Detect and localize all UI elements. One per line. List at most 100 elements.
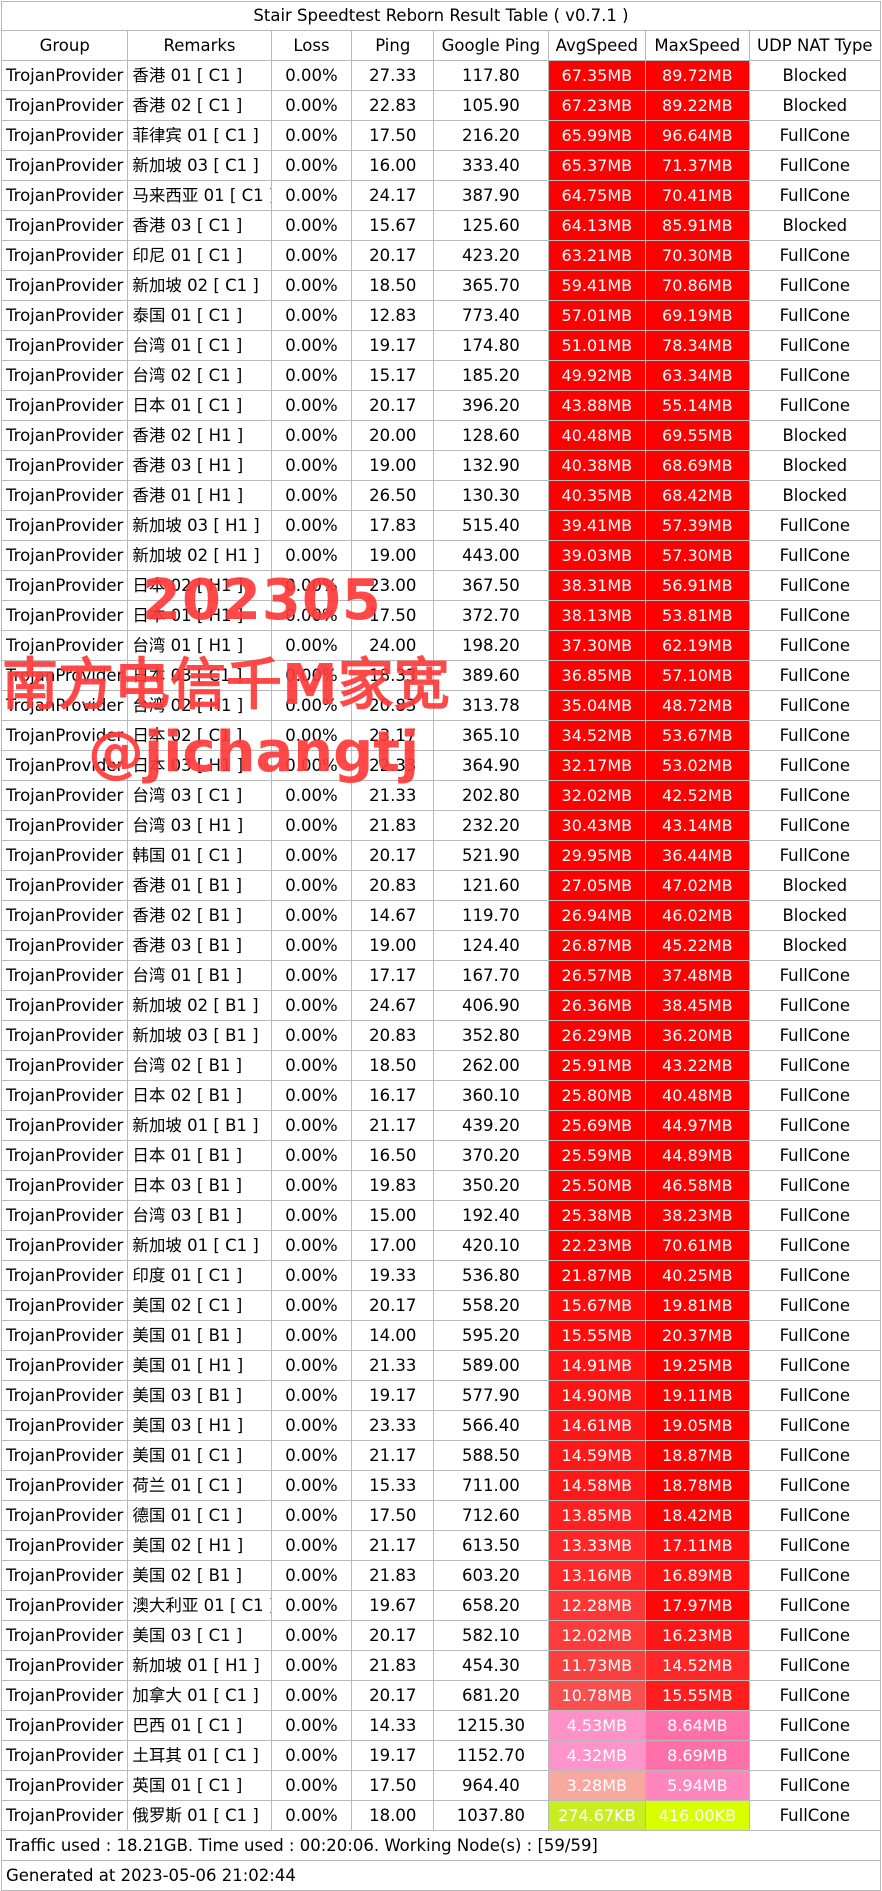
cell-max-speed: 85.91MB (645, 210, 750, 241)
table-row: TrojanProvider 新加坡 01 [ H1 ] 0.00% 21.83 454… (0, 1650, 882, 1681)
cell-avg-speed: 40.35MB (547, 480, 647, 511)
cell-ping: 18.50 (351, 1050, 435, 1081)
table-row: TrojanProvider 菲律宾 01 [ C1 ] 0.00% 17.50 216… (0, 120, 882, 151)
cell-ping: 26.50 (351, 480, 435, 511)
cell-avg-speed: 4.32MB (547, 1740, 647, 1771)
cell-group: TrojanProvider (0, 180, 129, 211)
cell-avg-speed: 34.52MB (547, 720, 647, 751)
cell-udp-nat-type: FullCone (748, 1350, 882, 1381)
table-title-row: Stair Speedtest Reborn Result Table ( v0… (1, 1, 881, 31)
cell-udp-nat-type: FullCone (748, 1560, 882, 1591)
cell-google-ping: 439.20 (433, 1110, 549, 1141)
cell-remarks: 韩国 01 [ C1 ] (127, 840, 272, 871)
cell-group: TrojanProvider (0, 1770, 129, 1801)
cell-google-ping: 365.10 (433, 720, 549, 751)
cell-loss: 0.00% (270, 900, 353, 931)
cell-ping: 23.33 (351, 1410, 435, 1441)
cell-loss: 0.00% (270, 1290, 353, 1321)
table-row: TrojanProvider 台湾 03 [ B1 ] 0.00% 15.00 192.… (0, 1200, 882, 1231)
cell-avg-speed: 26.29MB (547, 1020, 647, 1051)
footer-traffic: Traffic used : 18.21GB. Time used : 00:2… (1, 1830, 881, 1861)
cell-loss: 0.00% (270, 180, 353, 211)
cell-avg-speed: 64.75MB (547, 180, 647, 211)
cell-ping: 24.00 (351, 630, 435, 661)
cell-remarks: 美国 02 [ C1 ] (127, 1290, 272, 1321)
cell-udp-nat-type: FullCone (748, 180, 882, 211)
cell-udp-nat-type: FullCone (748, 630, 882, 661)
cell-avg-speed: 57.01MB (547, 300, 647, 331)
cell-google-ping: 132.90 (433, 450, 549, 481)
cell-group: TrojanProvider (0, 1530, 129, 1561)
cell-max-speed: 89.72MB (645, 60, 750, 91)
cell-max-speed: 56.91MB (645, 570, 750, 601)
cell-remarks: 美国 02 [ H1 ] (127, 1530, 272, 1561)
cell-udp-nat-type: FullCone (748, 1170, 882, 1201)
cell-google-ping: 370.20 (433, 1140, 549, 1171)
cell-google-ping: 406.90 (433, 990, 549, 1021)
cell-google-ping: 387.90 (433, 180, 549, 211)
cell-udp-nat-type: FullCone (748, 1650, 882, 1681)
table-row: TrojanProvider 美国 03 [ C1 ] 0.00% 20.17 582.… (0, 1620, 882, 1651)
cell-ping: 22.83 (351, 90, 435, 121)
cell-ping: 19.00 (351, 930, 435, 961)
table-row: TrojanProvider 德国 01 [ C1 ] 0.00% 17.50 712.… (0, 1500, 882, 1531)
cell-remarks: 台湾 03 [ B1 ] (127, 1200, 272, 1231)
table-row: TrojanProvider 香港 02 [ B1 ] 0.00% 14.67 119.… (0, 900, 882, 931)
cell-remarks: 德国 01 [ C1 ] (127, 1500, 272, 1531)
cell-avg-speed: 39.41MB (547, 510, 647, 541)
cell-udp-nat-type: FullCone (748, 720, 882, 751)
cell-avg-speed: 25.50MB (547, 1170, 647, 1201)
cell-avg-speed: 14.58MB (547, 1470, 647, 1501)
table-row: TrojanProvider 日本 03 [ H1 ] 0.00% 22.33 364.… (0, 750, 882, 781)
cell-max-speed: 62.19MB (645, 630, 750, 661)
cell-max-speed: 70.41MB (645, 180, 750, 211)
cell-avg-speed: 15.55MB (547, 1320, 647, 1351)
cell-ping: 20.17 (351, 240, 435, 271)
table-row: TrojanProvider 日本 02 [ C1 ] 0.00% 23.17 365.… (0, 720, 882, 751)
cell-udp-nat-type: FullCone (748, 240, 882, 271)
cell-avg-speed: 39.03MB (547, 540, 647, 571)
cell-loss: 0.00% (270, 1710, 353, 1741)
header-max-speed: MaxSpeed (645, 30, 750, 61)
cell-remarks: 美国 03 [ H1 ] (127, 1410, 272, 1441)
cell-max-speed: 53.67MB (645, 720, 750, 751)
cell-ping: 23.17 (351, 720, 435, 751)
cell-avg-speed: 12.28MB (547, 1590, 647, 1621)
cell-remarks: 香港 02 [ C1 ] (127, 90, 272, 121)
table-row: TrojanProvider 美国 02 [ H1 ] 0.00% 21.17 613.… (0, 1530, 882, 1561)
cell-ping: 19.00 (351, 540, 435, 571)
cell-udp-nat-type: FullCone (748, 270, 882, 301)
cell-max-speed: 46.02MB (645, 900, 750, 931)
cell-group: TrojanProvider (0, 1230, 129, 1261)
cell-max-speed: 48.72MB (645, 690, 750, 721)
cell-loss: 0.00% (270, 930, 353, 961)
cell-max-speed: 57.30MB (645, 540, 750, 571)
cell-loss: 0.00% (270, 1260, 353, 1291)
cell-loss: 0.00% (270, 150, 353, 181)
cell-udp-nat-type: FullCone (748, 1080, 882, 1111)
cell-remarks: 美国 02 [ B1 ] (127, 1560, 272, 1591)
cell-loss: 0.00% (270, 960, 353, 991)
cell-remarks: 香港 03 [ B1 ] (127, 930, 272, 961)
cell-remarks: 印尼 01 [ C1 ] (127, 240, 272, 271)
cell-loss: 0.00% (270, 240, 353, 271)
cell-loss: 0.00% (270, 300, 353, 331)
header-ping: Ping (351, 30, 435, 61)
cell-group: TrojanProvider (0, 1740, 129, 1771)
cell-udp-nat-type: FullCone (748, 780, 882, 811)
cell-ping: 17.50 (351, 600, 435, 631)
cell-remarks: 香港 03 [ C1 ] (127, 210, 272, 241)
cell-group: TrojanProvider (0, 120, 129, 151)
cell-udp-nat-type: Blocked (748, 450, 882, 481)
table-row: TrojanProvider 香港 02 [ H1 ] 0.00% 20.00 128.… (0, 420, 882, 451)
cell-group: TrojanProvider (0, 90, 129, 121)
cell-google-ping: 595.20 (433, 1320, 549, 1351)
cell-ping: 19.33 (351, 1260, 435, 1291)
cell-remarks: 新加坡 03 [ B1 ] (127, 1020, 272, 1051)
cell-udp-nat-type: FullCone (748, 570, 882, 601)
cell-group: TrojanProvider (0, 1050, 129, 1081)
cell-google-ping: 1037.80 (433, 1800, 549, 1831)
cell-loss: 0.00% (270, 1140, 353, 1171)
cell-google-ping: 423.20 (433, 240, 549, 271)
cell-google-ping: 367.50 (433, 570, 549, 601)
